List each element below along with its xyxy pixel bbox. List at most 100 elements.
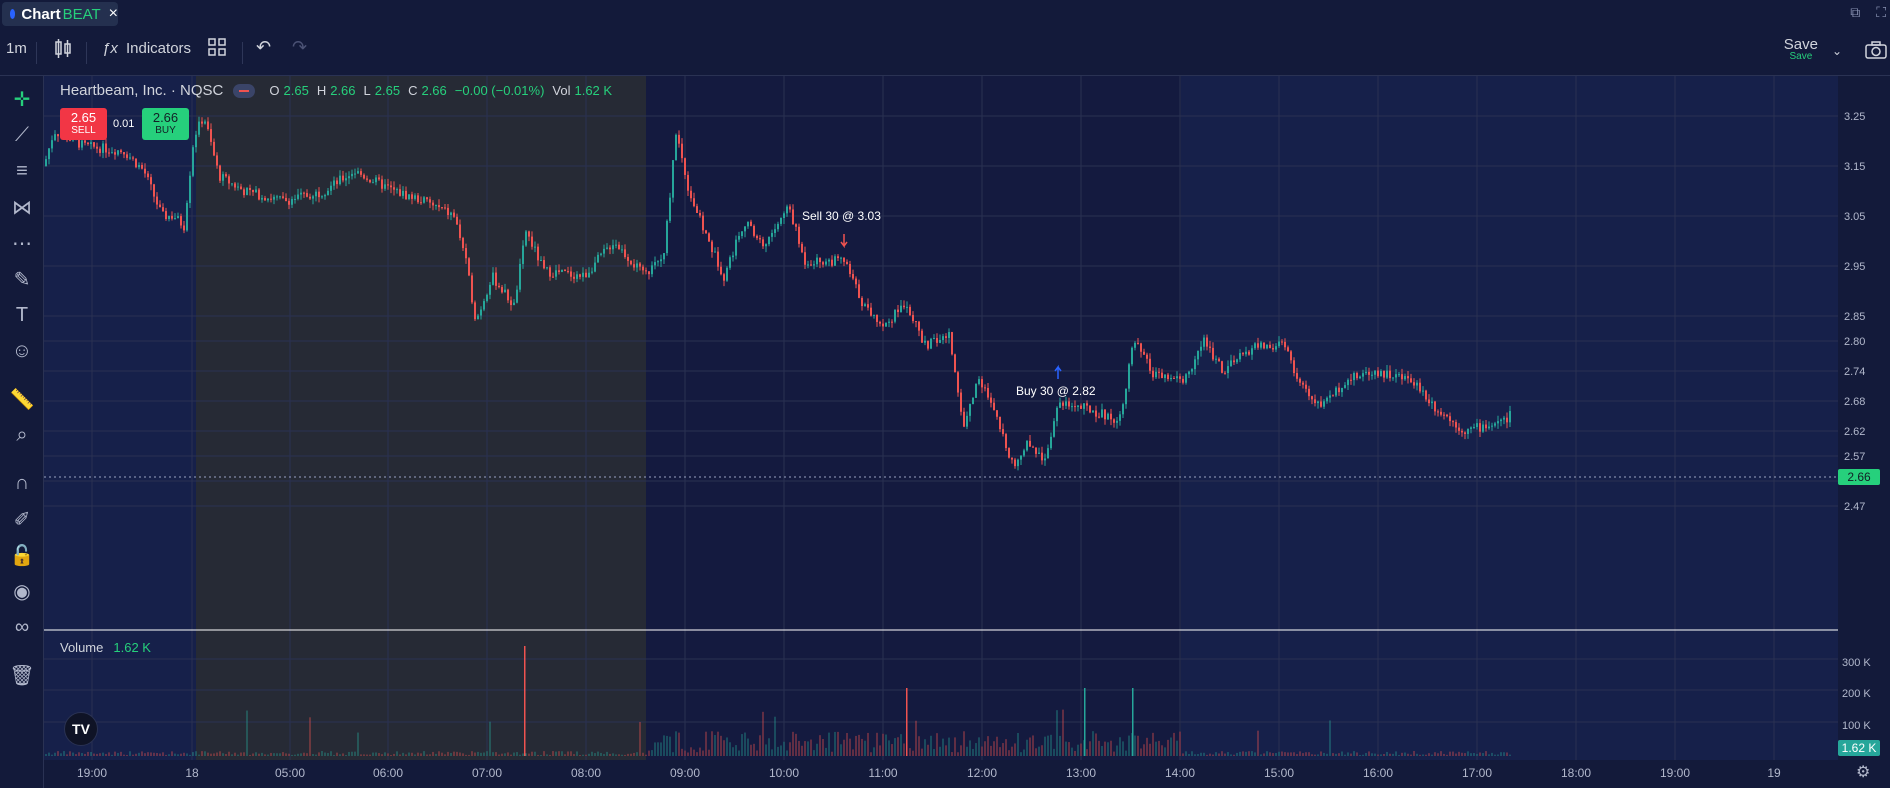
text-icon[interactable]: T bbox=[15, 303, 29, 326]
volume-bar bbox=[924, 739, 926, 756]
volume-bar bbox=[756, 750, 758, 756]
link-icon[interactable]: ∞ bbox=[14, 615, 30, 638]
zoom-icon[interactable]: ⌕ bbox=[16, 423, 28, 446]
volume-bar bbox=[753, 743, 755, 756]
volume-bar bbox=[45, 754, 47, 756]
buy-label: BUY bbox=[155, 125, 176, 136]
price-tick-label: 2.47 bbox=[1844, 501, 1865, 513]
magnet-icon[interactable]: ∩ bbox=[14, 471, 30, 494]
volume-title[interactable]: Volume bbox=[60, 640, 104, 655]
volume-bar bbox=[1305, 752, 1307, 756]
candle-body bbox=[129, 157, 131, 159]
volume-bar bbox=[54, 752, 56, 756]
chart-tab[interactable]: Chart BEAT × bbox=[2, 2, 118, 26]
candle-body bbox=[939, 340, 941, 343]
candle-body bbox=[309, 196, 311, 199]
forecast-icon[interactable]: ⋯ bbox=[12, 232, 32, 255]
candle-body bbox=[306, 193, 308, 197]
volume-bar bbox=[1056, 710, 1058, 756]
volume-bar bbox=[492, 752, 494, 756]
volume-bar bbox=[972, 748, 974, 756]
indicators-icon[interactable]: ƒx bbox=[102, 40, 118, 57]
symbol-name[interactable]: Heartbeam, Inc. · NQSC bbox=[60, 82, 224, 99]
candle-body bbox=[792, 209, 794, 225]
pattern-icon[interactable]: ⋈ bbox=[12, 196, 32, 219]
candle-body bbox=[996, 410, 998, 417]
fullscreen-icon[interactable]: ⛶ bbox=[1876, 4, 1886, 20]
volume-bar bbox=[378, 753, 380, 756]
redo-icon[interactable]: ↷ bbox=[292, 37, 308, 57]
volume-bar bbox=[1080, 743, 1082, 756]
candle-body bbox=[192, 147, 194, 176]
tab-close-icon[interactable]: × bbox=[108, 5, 118, 22]
volume-bar bbox=[1221, 751, 1223, 756]
volume-bar bbox=[519, 754, 521, 756]
candle-body bbox=[264, 197, 266, 201]
volume-bar bbox=[234, 752, 236, 756]
candle-body bbox=[906, 306, 908, 308]
candle-body bbox=[1494, 423, 1496, 426]
candle-body bbox=[141, 164, 143, 169]
volume-bar bbox=[339, 754, 341, 756]
save-button[interactable]: Save Save bbox=[1784, 36, 1818, 62]
camera-icon[interactable] bbox=[1864, 40, 1888, 64]
candle-body bbox=[513, 302, 515, 306]
volume-bar bbox=[1188, 754, 1190, 756]
volume-bar bbox=[507, 752, 509, 756]
candle-body bbox=[1026, 440, 1028, 451]
tradingview-logo-icon[interactable]: TV bbox=[64, 712, 98, 746]
volume-bar bbox=[159, 753, 161, 756]
volume-bar bbox=[1479, 752, 1481, 756]
emoji-icon[interactable]: ☺ bbox=[11, 339, 33, 362]
candle-body bbox=[78, 139, 80, 148]
candle-body bbox=[93, 142, 95, 147]
crosshair-icon[interactable]: ✛ bbox=[13, 88, 31, 111]
volume-bar bbox=[348, 751, 350, 756]
lock-draw-icon[interactable]: ✐ bbox=[13, 508, 31, 531]
buy-button[interactable]: 2.66 BUY bbox=[142, 108, 189, 140]
time-axis[interactable]: 19:00 18 05:00 06:00 07:00 08:00 09:00 10:00 11:… bbox=[44, 760, 1838, 788]
volume-bar bbox=[69, 751, 71, 756]
price-axis[interactable]: 3.353.253.153.052.952.852.802.742.682.62… bbox=[1838, 76, 1890, 760]
candle-body bbox=[885, 322, 887, 327]
collapse-legend-icon[interactable] bbox=[233, 83, 256, 98]
candle-body bbox=[51, 140, 53, 149]
candle-body bbox=[519, 263, 521, 290]
candle-body bbox=[1047, 448, 1049, 459]
candle-body bbox=[915, 321, 917, 323]
indicators-button[interactable]: Indicators bbox=[126, 40, 192, 57]
interval-button[interactable]: 1m bbox=[6, 40, 27, 57]
candle-body bbox=[822, 262, 824, 265]
price-chart[interactable]: Sell 30 @ 3.03 Buy 30 @ 2.82 bbox=[44, 76, 1838, 760]
brush-icon[interactable]: ✎ bbox=[13, 268, 31, 291]
lock-icon[interactable]: 🔓 bbox=[9, 544, 35, 567]
trash-icon[interactable]: 🗑 bbox=[9, 664, 35, 687]
fib-lines-icon[interactable]: ≡ bbox=[16, 159, 28, 182]
volume-bar bbox=[1380, 754, 1382, 756]
volume-bar bbox=[522, 753, 524, 756]
volume-bar bbox=[1143, 744, 1145, 756]
volume-bar bbox=[927, 744, 929, 756]
undo-icon[interactable]: ↶ bbox=[256, 37, 272, 57]
candle-body bbox=[651, 265, 653, 275]
candle-body bbox=[669, 197, 671, 221]
volume-bar bbox=[363, 754, 365, 756]
chart-type-icon[interactable] bbox=[54, 38, 72, 64]
volume-bar bbox=[864, 740, 866, 756]
volume-bar bbox=[1185, 751, 1187, 756]
trend-line-icon[interactable]: ⟋ bbox=[15, 123, 29, 146]
save-dropdown-icon[interactable]: ⌄ bbox=[1831, 44, 1842, 58]
chart-settings-icon[interactable]: ⚙ bbox=[1856, 764, 1871, 781]
candle-body bbox=[1098, 416, 1100, 418]
sell-button[interactable]: 2.65 SELL bbox=[60, 108, 107, 140]
layout-grid-icon[interactable] bbox=[208, 38, 226, 60]
eye-icon[interactable]: ◉ bbox=[13, 580, 31, 603]
candle-body bbox=[534, 246, 536, 248]
volume-tick-label: 200 K bbox=[1842, 688, 1871, 700]
popout-icon[interactable]: ⧉ bbox=[1850, 4, 1861, 20]
ruler-icon[interactable]: 📏 bbox=[9, 388, 35, 411]
volume-bar bbox=[579, 754, 581, 756]
candle-body bbox=[504, 289, 506, 293]
volume-bar bbox=[684, 750, 686, 756]
volume-bar bbox=[636, 752, 638, 756]
